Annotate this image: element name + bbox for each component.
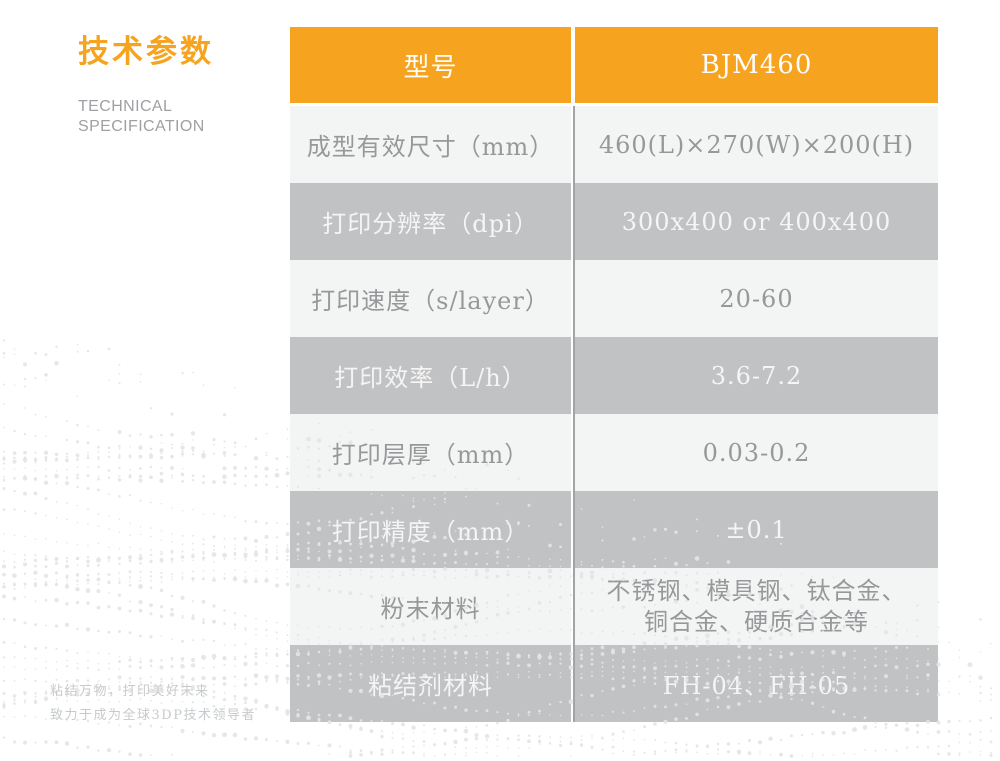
table-column-divider (572, 106, 575, 722)
row-binder-material-label: 粘结剂材料 (290, 645, 571, 722)
powder-material-line-2: 铜合金、硬质合金等 (644, 607, 869, 636)
powder-material-line-1: 不锈钢、模具钢、钛合金、 (606, 576, 907, 605)
row-powder-material-value: 不锈钢、模具钢、钛合金、 铜合金、硬质合金等 (575, 568, 938, 645)
row-build-size-value: 460(L)×270(W)×200(H) (575, 106, 938, 183)
row-layer-thickness-label: 打印层厚（mm） (290, 414, 571, 491)
row-resolution-value: 300x400 or 400x400 (575, 183, 938, 260)
row-build-size-label: 成型有效尺寸（mm） (290, 106, 571, 183)
page-title: 技术参数 (78, 34, 214, 70)
table-header-model-label: 型号 (290, 27, 571, 106)
powder-material-lines: 不锈钢、模具钢、钛合金、 铜合金、硬质合金等 (607, 576, 907, 638)
row-efficiency-label: 打印效率（L/h） (290, 337, 571, 414)
row-layer-thickness-value: 0.03-0.2 (575, 414, 938, 491)
slogan-line-1: 粘结万物，打印美好未来 (50, 684, 210, 699)
specification-table: 型号 BJM460 成型有效尺寸（mm） 460(L)×270(W)×200(H… (290, 27, 938, 722)
row-binder-material-value: FH-04、FH-05 (575, 645, 938, 722)
page-subtitle: TECHNICAL SPECIFICATION (78, 97, 214, 137)
subtitle-line-2: SPECIFICATION (78, 118, 205, 135)
row-efficiency-value: 3.6-7.2 (575, 337, 938, 414)
table-header-model-value: BJM460 (575, 27, 938, 106)
row-precision-label: 打印精度（mm） (290, 491, 571, 568)
row-powder-material-label: 粉末材料 (290, 568, 571, 645)
footer-slogan: 粘结万物，打印美好未来 致力于成为全球3DP技术领导者 (50, 680, 256, 728)
page-header: 技术参数 TECHNICAL SPECIFICATION (78, 26, 214, 137)
row-resolution-label: 打印分辨率（dpi） (290, 183, 571, 260)
row-speed-value: 20-60 (575, 260, 938, 337)
row-precision-value: ±0.1 (575, 491, 938, 568)
subtitle-line-1: TECHNICAL (78, 98, 173, 115)
slogan-line-2: 致力于成为全球3DP技术领导者 (50, 708, 256, 723)
row-speed-label: 打印速度（s/layer） (290, 260, 571, 337)
